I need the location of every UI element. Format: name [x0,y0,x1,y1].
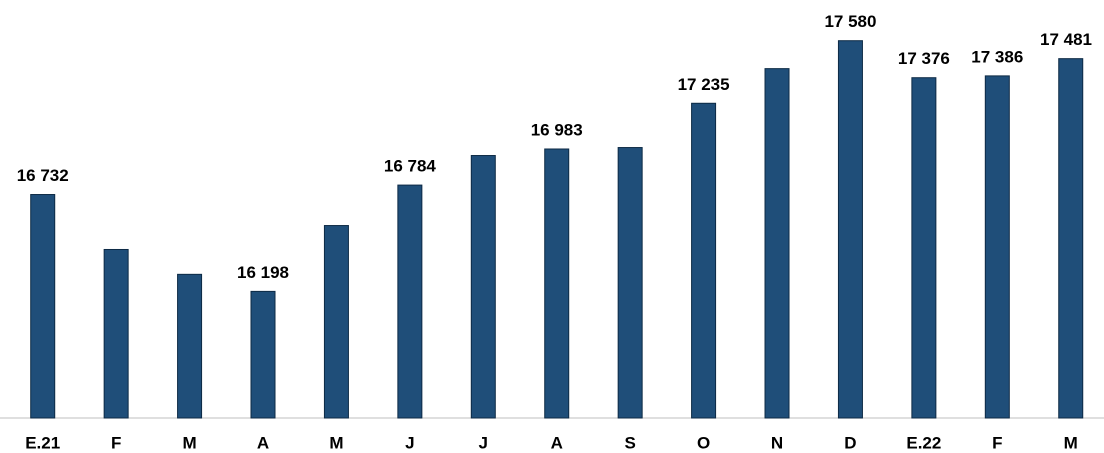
x-tick-label: E.21 [25,433,60,452]
x-tick-label: D [844,433,856,452]
bar [397,184,423,419]
x-tick-label: A [551,433,563,452]
x-tick-label: M [329,433,343,452]
value-label: 17 235 [678,75,730,94]
value-label: 17 376 [898,49,950,68]
bar [470,155,496,419]
bar [691,102,717,419]
x-tick-label: M [1064,433,1078,452]
value-label: 17 580 [824,12,876,31]
x-tick-label: J [405,433,414,452]
x-tick-label: F [111,433,121,452]
bar [30,194,56,419]
x-tick-label: M [182,433,196,452]
bar [764,68,790,419]
bar [984,75,1010,419]
bar [544,148,570,419]
value-label: 17 386 [971,47,1023,66]
bar [837,40,863,419]
bar [103,248,129,419]
value-label: 16 732 [17,166,69,185]
x-tick-label: E.22 [906,433,941,452]
bar [617,147,643,419]
x-tick-label: O [697,433,710,452]
bar [323,225,349,419]
bar [911,77,937,419]
x-tick-label: F [992,433,1002,452]
bar [250,290,276,419]
value-label: 16 983 [531,120,583,139]
bar [1058,58,1084,419]
x-tick-label: J [479,433,488,452]
x-tick-label: S [624,433,635,452]
x-tick-label: N [771,433,783,452]
value-label: 16 198 [237,263,289,282]
value-label: 16 784 [384,157,437,176]
bar [177,273,203,419]
x-tick-label: A [257,433,269,452]
value-label: 17 481 [1040,30,1092,49]
